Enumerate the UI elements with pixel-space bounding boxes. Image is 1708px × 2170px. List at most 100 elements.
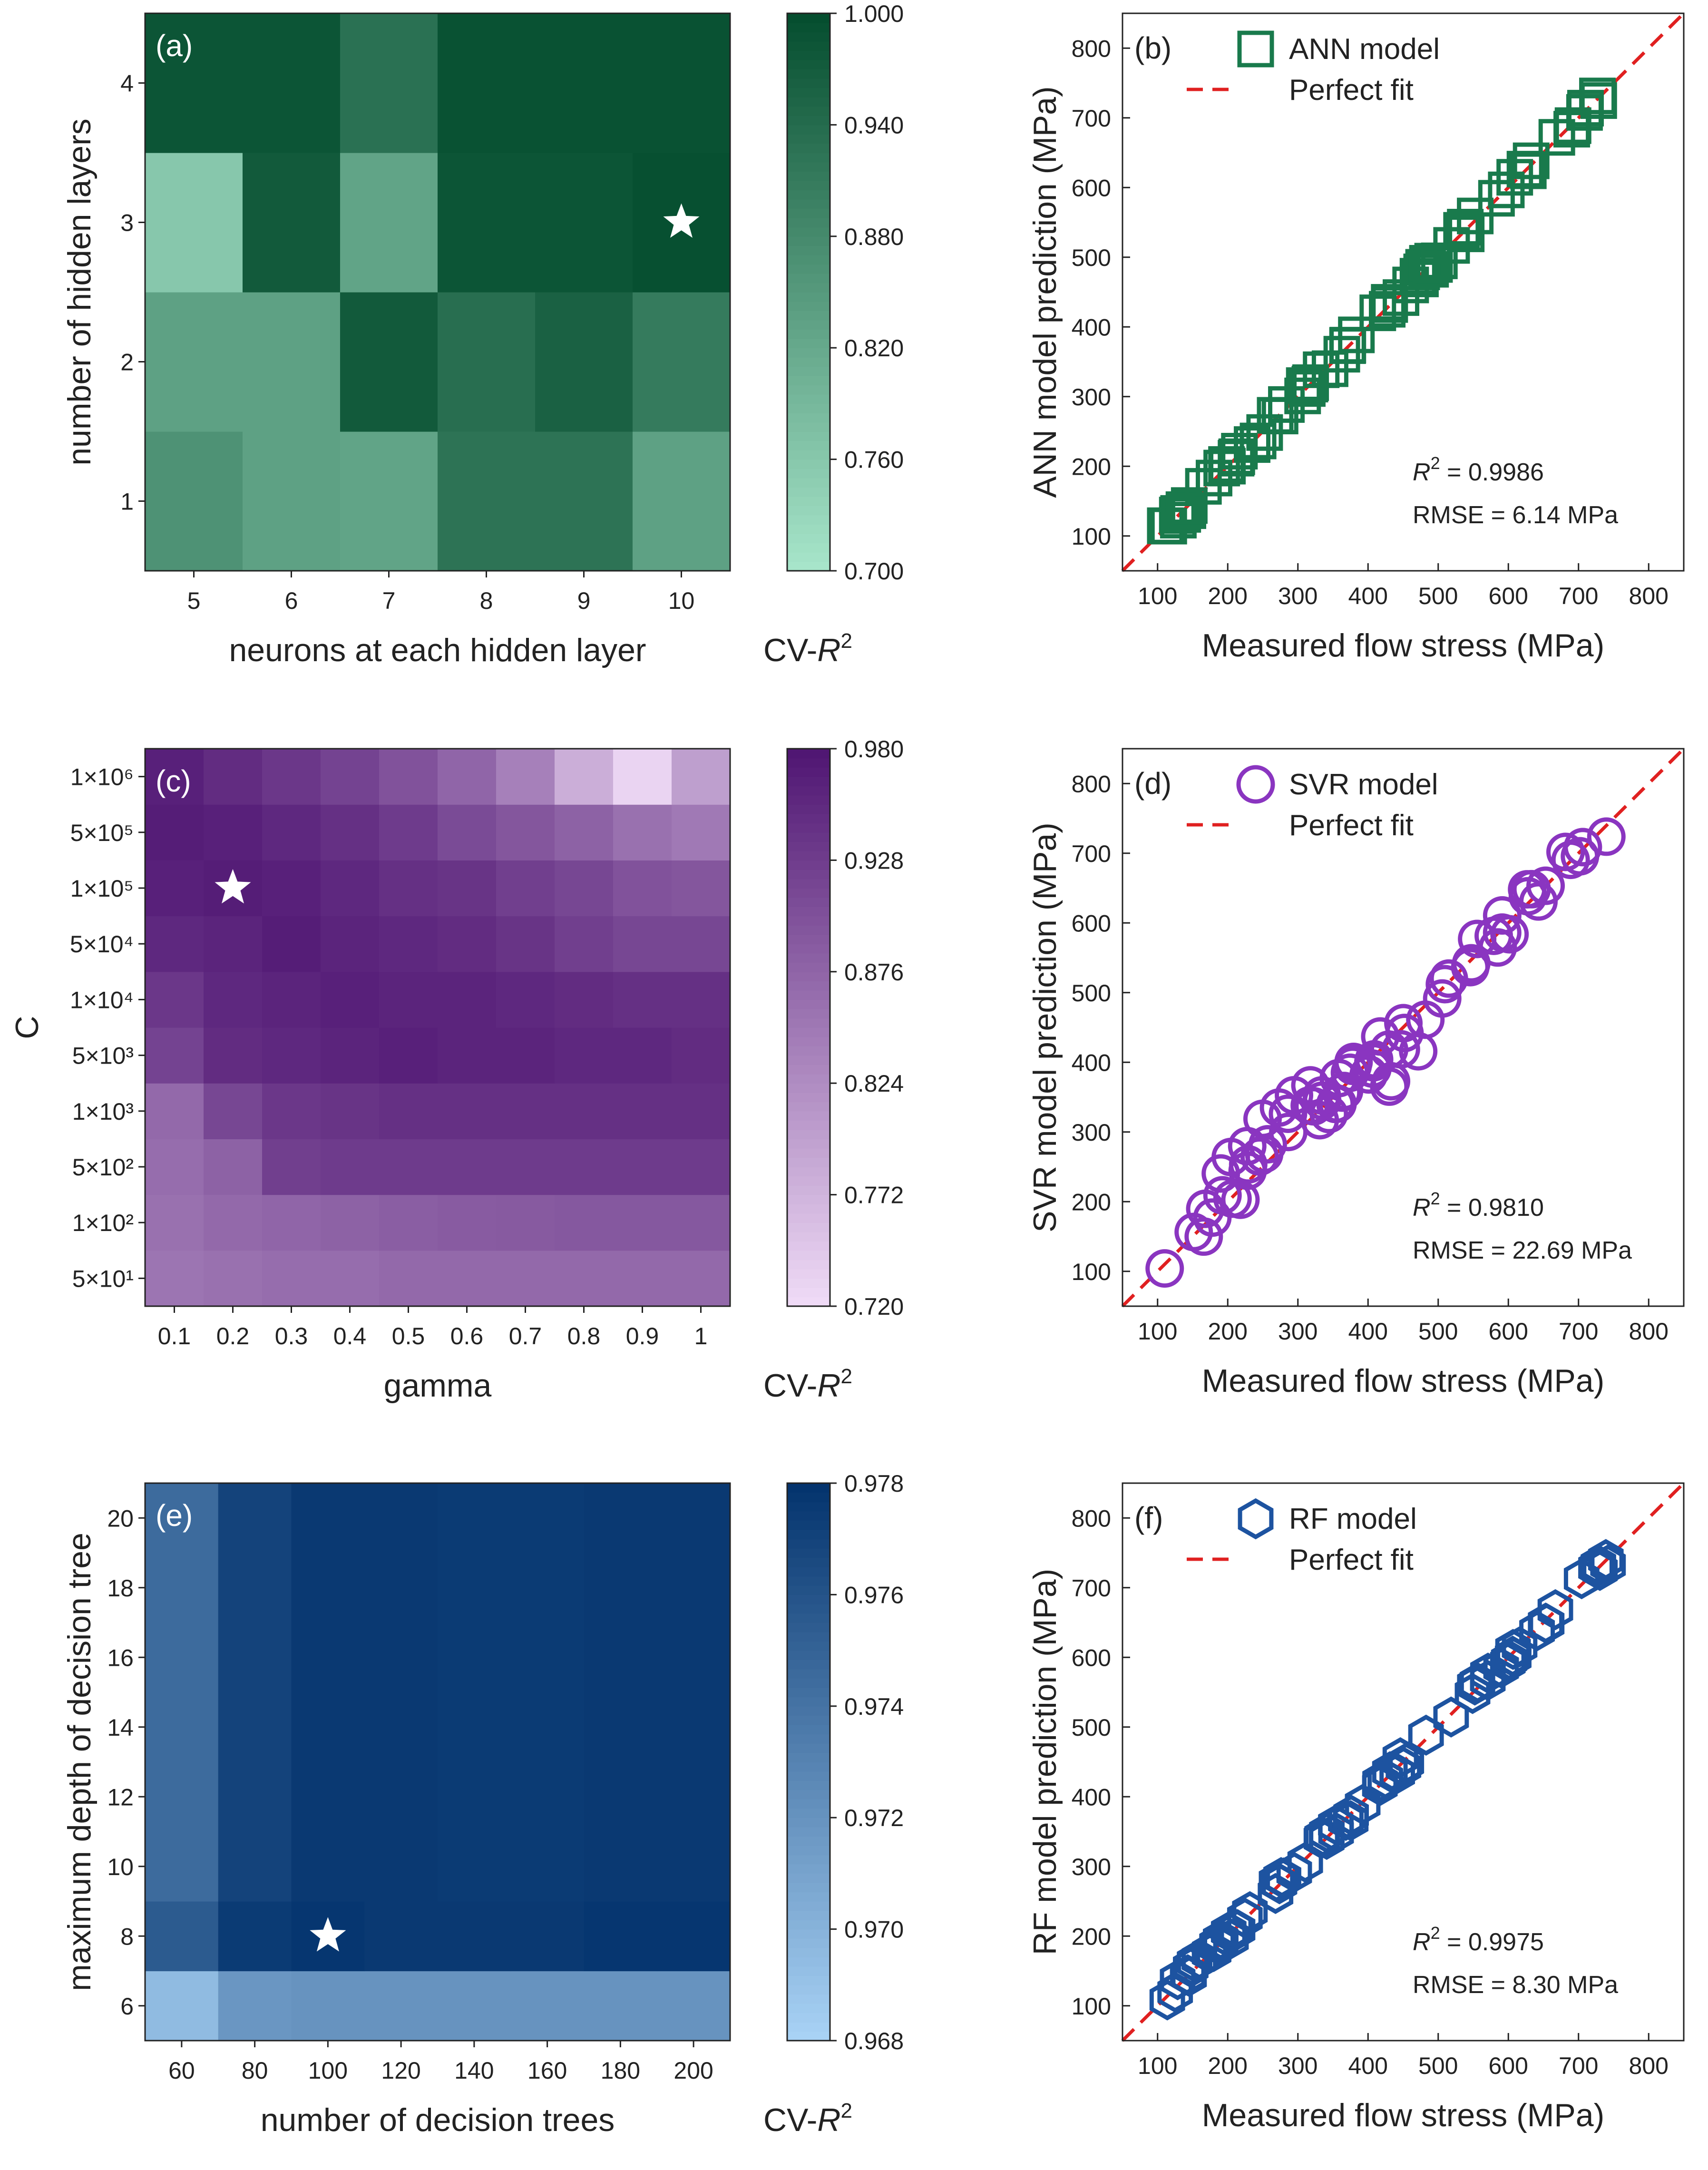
data-point-hexagon: [1502, 1626, 1538, 1668]
heatmap-cell: [379, 971, 438, 1028]
colorbar-band: [787, 1129, 830, 1140]
heatmap-cell: [510, 1831, 585, 1902]
colorbar-band: [787, 264, 830, 274]
heatmap-cell: [291, 1623, 365, 1693]
heatmap-cell: [218, 1623, 292, 1693]
colorbar-band: [787, 1511, 830, 1521]
heatmap-cell: [379, 860, 438, 917]
heatmap-cell: [321, 804, 380, 860]
y-tick-label: 1×10²: [72, 1210, 134, 1236]
x-tick-label: 0.6: [450, 1323, 484, 1349]
data-point-square: [1513, 142, 1550, 179]
data-point-square: [1580, 82, 1617, 119]
heatmap-cell: [438, 749, 497, 805]
colorbar-band: [787, 422, 830, 432]
colorbar-band: [787, 971, 830, 982]
colorbar-band: [787, 944, 830, 954]
panel-label: (d): [1134, 766, 1171, 801]
colorbar-band: [787, 1929, 830, 1939]
colorbar-band: [787, 786, 830, 796]
data-point-hexagon: [1379, 1753, 1415, 1794]
heatmap-cell: [438, 804, 497, 860]
colorbar-band: [787, 758, 830, 768]
y-tick-label: 5×10³: [72, 1043, 134, 1069]
heatmap-cell: [613, 1139, 672, 1195]
colorbar-band: [787, 450, 830, 460]
heatmap-cell: [584, 1692, 657, 1762]
colorbar-tick-label: 1.000: [844, 0, 904, 27]
heatmap-cell: [438, 13, 536, 153]
colorbar-band: [787, 292, 830, 302]
colorbar-band: [787, 767, 830, 777]
x-tick-label: 120: [381, 2057, 420, 2084]
heatmap-cell: [262, 1250, 321, 1307]
heatmap-cell: [657, 1971, 731, 2041]
y-tick-label: 200: [1072, 1923, 1111, 1950]
heatmap-cell: [555, 1250, 614, 1307]
heatmap-cell: [438, 1250, 497, 1307]
heatmap-cell: [510, 1483, 585, 1554]
x-tick-label: 500: [1418, 2053, 1458, 2079]
colorbar-band: [787, 245, 830, 255]
heatmap-cell: [496, 916, 555, 972]
heatmap-cell: [672, 1083, 731, 1139]
colorbar-band: [787, 1269, 830, 1279]
colorbar-band: [787, 804, 830, 814]
heatmap-cell: [510, 1623, 585, 1693]
y-tick-label: 600: [1072, 175, 1111, 201]
heatmap-cell: [218, 1901, 292, 1972]
colorbar-band: [787, 1502, 830, 1512]
data-point-square: [1261, 398, 1298, 435]
heatmap-c: 0.1 0.2 0.3 0.4 0.5 0.6 0.7 0.8 0.9 1 5×10¹ 1×10² 5×…: [9, 748, 731, 1404]
heatmap-cell: [364, 1553, 438, 1623]
heatmap-cell: [672, 860, 731, 917]
colorbar-band: [787, 1780, 830, 1790]
colorbar-band: [787, 2003, 830, 2014]
y-tick-label: 1×10⁵: [70, 875, 134, 902]
x-axis-label: number of decision trees: [261, 2102, 615, 2138]
colorbar-label-r: R: [817, 2102, 840, 2138]
colorbar-band: [787, 1910, 830, 1920]
colorbar-band: [787, 97, 830, 107]
legend: ANN model Perfect fit: [1187, 30, 1440, 107]
x-tick-label: 0.8: [567, 1323, 601, 1349]
data-point-hexagon: [1345, 1784, 1381, 1825]
colorbar-band: [787, 953, 830, 963]
colorbar-band: [787, 1957, 830, 1967]
colorbar-tick-label: 0.980: [844, 736, 904, 762]
y-tick-label: 8: [120, 1923, 134, 1950]
data-point-hexagon: [1529, 1603, 1565, 1644]
colorbar-band: [787, 1185, 830, 1195]
x-tick-label: 500: [1418, 583, 1458, 609]
colorbar-band: [787, 934, 830, 944]
colorbar-band: [787, 1994, 830, 2004]
heatmap-cell: [145, 749, 204, 805]
legend-entry-perfect-fit: Perfect fit: [1289, 809, 1414, 842]
heatmap-cell: [613, 860, 672, 917]
heatmap-cell: [262, 1027, 321, 1084]
colorbar-band: [787, 115, 830, 126]
heatmap-cell: [672, 1027, 731, 1084]
data-point-square: [1488, 171, 1525, 208]
heatmap-cell: [145, 431, 243, 571]
data-point-hexagon: [1496, 1636, 1532, 1678]
colorbar-band: [787, 1167, 830, 1177]
colorbar: 0.980 0.928 0.876 0.824 0.772 0.720 CV-R2: [763, 736, 904, 1404]
colorbar-band: [787, 1483, 830, 1493]
x-tick-label: 200: [1208, 583, 1248, 609]
heatmap-cell: [321, 916, 380, 972]
data-point-hexagon: [1519, 1610, 1555, 1652]
colorbar-band: [787, 1092, 830, 1103]
heatmap-cell: [584, 1901, 657, 1972]
colorbar-band: [787, 1827, 830, 1837]
heatmap-cell: [672, 749, 731, 805]
colorbar-band: [787, 1102, 830, 1112]
colorbar-band: [787, 1065, 830, 1075]
colorbar-label-r: R: [817, 632, 840, 668]
colorbar-band: [787, 338, 830, 348]
colorbar-band: [787, 1938, 830, 1948]
y-axis-label: number of hidden layers: [61, 118, 98, 466]
colorbar-band: [787, 823, 830, 833]
r-squared-symbol: R: [1413, 1194, 1431, 1222]
colorbar-band: [787, 496, 830, 507]
